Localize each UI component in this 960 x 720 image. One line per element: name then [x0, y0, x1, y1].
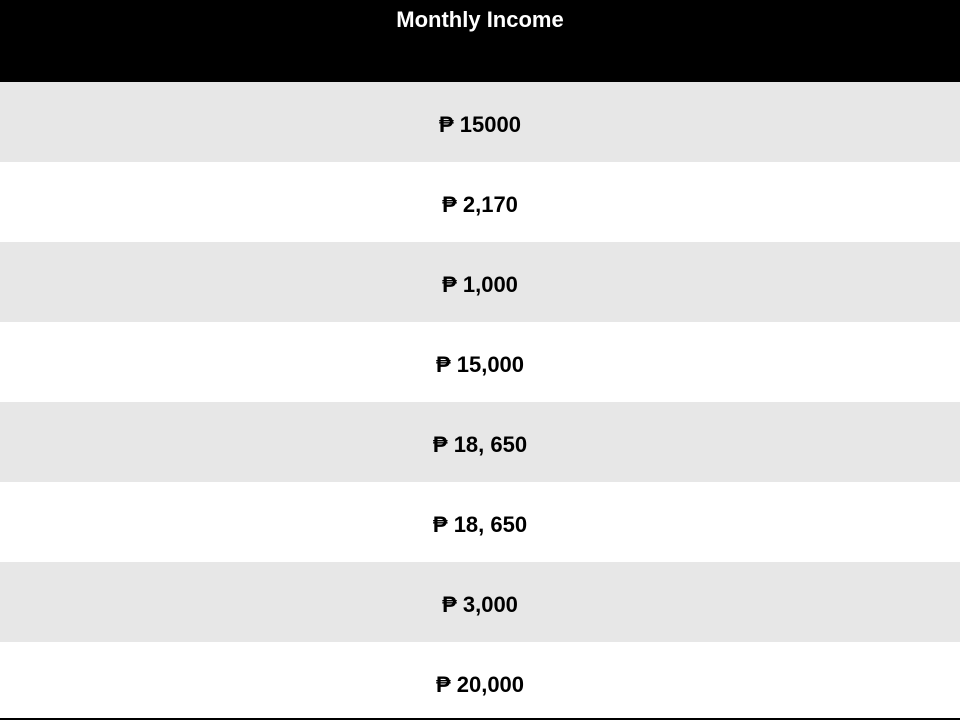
- income-value: ₱ 2,170: [442, 192, 518, 217]
- income-value: ₱ 18, 650: [432, 512, 528, 537]
- income-value: ₱ 18, 650: [432, 432, 528, 457]
- table-row: ₱ 15000: [0, 82, 960, 162]
- table-row: ₱ 2,170: [0, 162, 960, 242]
- income-value: ₱ 20,000: [435, 672, 525, 697]
- header-title: Monthly Income: [396, 7, 564, 32]
- table-row: ₱ 3,000: [0, 562, 960, 642]
- table-header: Monthly Income: [0, 0, 960, 82]
- income-value: ₱ 15,000: [435, 352, 525, 377]
- table-body: ₱ 15000 ₱ 2,170 ₱ 1,000 ₱ 15,000 ₱ 18, 6…: [0, 82, 960, 720]
- table-bottom-border: [0, 718, 960, 720]
- income-value: ₱ 15000: [439, 112, 521, 137]
- income-value: ₱ 1,000: [442, 272, 518, 297]
- income-value: ₱ 3,000: [442, 592, 518, 617]
- table-row: ₱ 18, 650: [0, 402, 960, 482]
- table-row: ₱ 15,000: [0, 322, 960, 402]
- table-row: ₱ 18, 650: [0, 482, 960, 562]
- table-row: ₱ 1,000: [0, 242, 960, 322]
- table-row: ₱ 20,000: [0, 642, 960, 720]
